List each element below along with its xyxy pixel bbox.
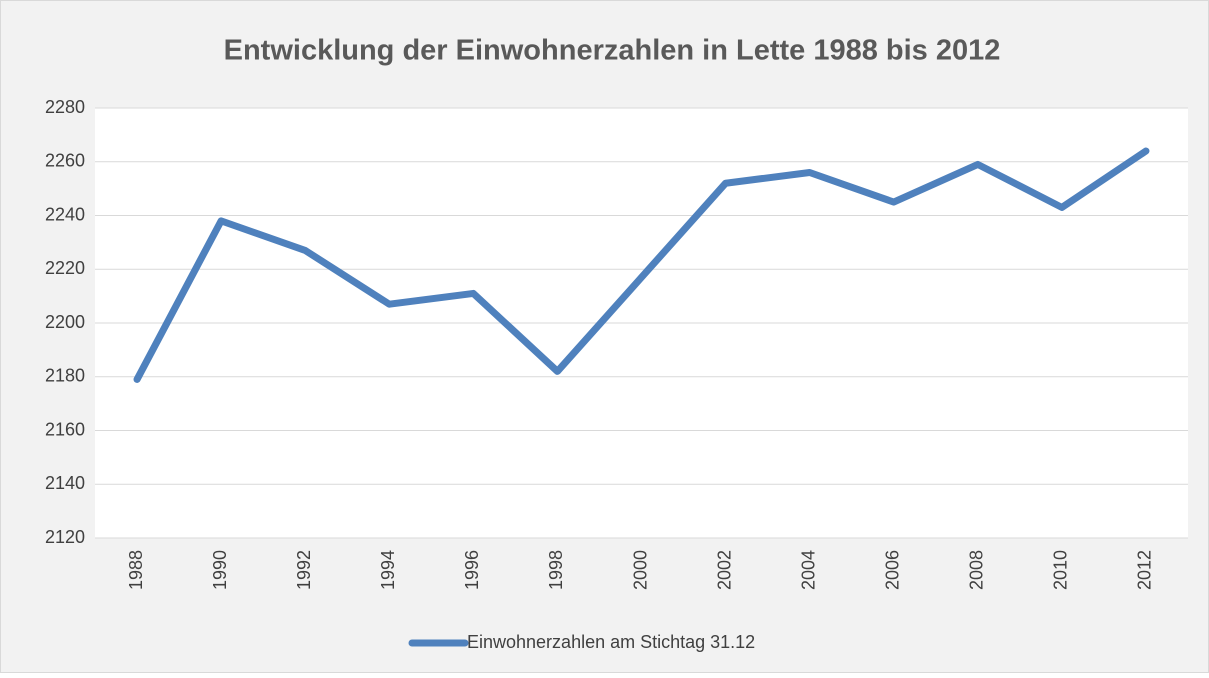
x-tick-label: 1988 [126, 550, 146, 590]
x-tick-label: 1990 [210, 550, 230, 590]
x-tick-label: 1996 [462, 550, 482, 590]
y-tick-label: 2120 [45, 527, 85, 547]
x-tick-label: 1998 [546, 550, 566, 590]
y-tick-label: 2140 [45, 473, 85, 493]
legend-label: Einwohnerzahlen am Stichtag 31.12 [467, 632, 755, 652]
x-tick-label: 2010 [1051, 550, 1071, 590]
x-tick-label: 2006 [882, 550, 902, 590]
chart-title: Entwicklung der Einwohnerzahlen in Lette… [224, 35, 1001, 67]
y-tick-label: 2280 [45, 97, 85, 117]
y-tick-label: 2220 [45, 258, 85, 278]
y-tick-label: 2160 [45, 419, 85, 439]
y-tick-label: 2180 [45, 366, 85, 386]
y-tick-label: 2240 [45, 204, 85, 224]
y-tick-label: 2260 [45, 151, 85, 171]
x-tick-label: 2004 [798, 550, 818, 590]
y-tick-label: 2200 [45, 312, 85, 332]
data-line [133, 147, 1150, 383]
x-tick-label: 2012 [1135, 550, 1155, 590]
x-tick-label: 1994 [378, 550, 398, 590]
x-tick-label: 1992 [294, 550, 314, 590]
x-tick-label: 2002 [714, 550, 734, 590]
x-tick-label: 2000 [630, 550, 650, 590]
x-tick-label: 2008 [967, 550, 987, 590]
